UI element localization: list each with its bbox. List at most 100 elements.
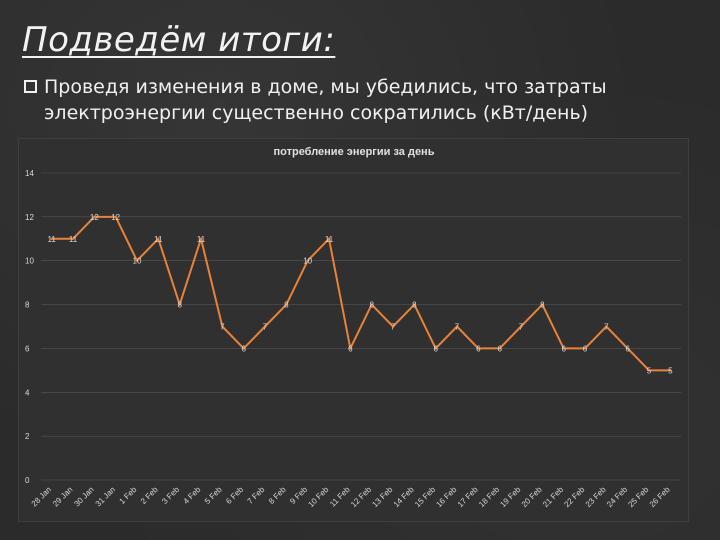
series-line-segment bbox=[520, 303, 544, 328]
x-tick-label: 14 Feb bbox=[392, 485, 416, 509]
data-label: 6 bbox=[241, 344, 246, 353]
data-point bbox=[455, 325, 459, 328]
series-line-segment bbox=[392, 303, 416, 328]
x-tick-label: 20 Feb bbox=[520, 485, 544, 509]
chart-title: потребление энергии за день bbox=[274, 146, 435, 158]
data-label: 7 bbox=[220, 323, 225, 332]
series-line-segment bbox=[200, 237, 224, 328]
y-tick-label: 4 bbox=[25, 388, 30, 397]
x-tick-label: 10 Feb bbox=[306, 485, 330, 509]
data-label: 8 bbox=[412, 301, 417, 310]
y-tick-label: 14 bbox=[25, 169, 34, 178]
data-point bbox=[583, 347, 587, 350]
x-tick-label: 4 Feb bbox=[182, 485, 203, 506]
data-label: 6 bbox=[433, 344, 438, 353]
data-point bbox=[626, 347, 629, 350]
x-tick-label: 3 Feb bbox=[160, 485, 181, 506]
data-point bbox=[306, 259, 309, 262]
y-tick-label: 8 bbox=[25, 301, 30, 310]
data-label: 6 bbox=[497, 344, 502, 353]
series-line-segment bbox=[178, 237, 202, 306]
x-tick-label: 7 Feb bbox=[246, 485, 267, 506]
data-point bbox=[221, 325, 224, 328]
data-point bbox=[498, 347, 501, 350]
x-tick-label: 17 Feb bbox=[456, 485, 480, 509]
series-line-segment bbox=[413, 303, 437, 350]
data-label: 7 bbox=[455, 323, 460, 332]
data-point bbox=[370, 303, 373, 306]
data-point bbox=[157, 237, 160, 240]
data-label: 7 bbox=[391, 323, 396, 332]
x-tick-label: 5 Feb bbox=[203, 485, 224, 506]
x-tick-label: 8 Feb bbox=[267, 485, 288, 506]
x-tick-label: 15 Feb bbox=[413, 485, 437, 509]
data-point bbox=[562, 347, 565, 350]
data-point bbox=[93, 215, 96, 219]
data-label: 5 bbox=[647, 366, 652, 375]
data-point bbox=[605, 325, 608, 328]
data-label: 8 bbox=[284, 301, 289, 310]
slide-title: Подведём итоги: bbox=[22, 20, 336, 60]
x-tick-label: 6 Feb bbox=[224, 485, 245, 506]
series-line-segment bbox=[285, 259, 309, 306]
data-point bbox=[413, 303, 416, 306]
bullet-text-block: Проведя изменения в доме, мы убедились, … bbox=[22, 74, 702, 126]
data-point bbox=[50, 237, 53, 240]
series-line-segment bbox=[456, 325, 480, 350]
data-point bbox=[391, 325, 395, 328]
y-tick-label: 10 bbox=[25, 257, 34, 266]
data-label: 8 bbox=[369, 301, 374, 310]
data-label: 5 bbox=[668, 366, 673, 375]
data-label: 12 bbox=[111, 213, 120, 222]
x-tick-label: 29 Jan bbox=[51, 485, 74, 508]
data-point bbox=[263, 325, 267, 328]
data-point bbox=[349, 347, 352, 350]
series-line-segment bbox=[136, 237, 160, 262]
series-line-segment bbox=[584, 325, 608, 350]
data-label: 6 bbox=[625, 344, 630, 353]
chart-panel: потребление энергии за день 0 2 4 6 8 10 12 14 … bbox=[18, 138, 689, 522]
data-point bbox=[519, 325, 523, 328]
data-point bbox=[242, 347, 245, 350]
series-line-segment bbox=[306, 237, 330, 262]
x-tick-label: 30 Jan bbox=[72, 485, 95, 508]
data-point bbox=[647, 369, 651, 372]
series-lines bbox=[50, 215, 672, 372]
data-point bbox=[477, 347, 480, 350]
x-tick-label: 21 Feb bbox=[541, 485, 565, 509]
x-tick-label: 23 Feb bbox=[584, 485, 608, 509]
data-label: 11 bbox=[48, 235, 57, 244]
data-point bbox=[285, 303, 288, 306]
data-point bbox=[199, 237, 203, 240]
data-label: 11 bbox=[154, 235, 163, 244]
y-tick-label: 2 bbox=[25, 432, 30, 441]
data-point bbox=[541, 303, 544, 306]
data-point bbox=[434, 347, 437, 350]
data-label: 6 bbox=[348, 344, 353, 353]
x-tick-label: 1 Feb bbox=[118, 485, 139, 506]
series-line-segment bbox=[605, 325, 629, 350]
data-label: 11 bbox=[325, 235, 334, 244]
line-chart: потребление энергии за день 0 2 4 6 8 10 12 14 … bbox=[25, 146, 681, 509]
data-label: 10 bbox=[303, 257, 312, 266]
data-label: 11 bbox=[69, 235, 78, 244]
series-line-segment bbox=[221, 325, 245, 350]
series-line-segment bbox=[434, 325, 458, 350]
data-point bbox=[327, 237, 331, 240]
x-tick-label: 28 Jan bbox=[30, 485, 53, 508]
bullet-text: Проведя изменения в доме, мы убедились, … bbox=[44, 76, 607, 124]
series-line-segment bbox=[626, 347, 650, 372]
x-tick-label: 2 Feb bbox=[139, 485, 160, 506]
y-axis-ticks: 0 2 4 6 8 10 12 14 bbox=[25, 169, 34, 485]
data-label: 6 bbox=[583, 344, 588, 353]
y-tick-label: 12 bbox=[25, 213, 34, 222]
bullet-square-icon bbox=[24, 80, 37, 93]
x-tick-label: 11 Feb bbox=[328, 485, 352, 509]
data-labels: 11 11 12 12 10 11 8 11 7 6 7 8 10 11 6 8 7 8 6 7 6 6 7 8 6 6 7 6 5 5 bbox=[48, 213, 674, 376]
data-label: 8 bbox=[540, 301, 545, 310]
data-label: 11 bbox=[197, 235, 206, 244]
series-line-segment bbox=[349, 303, 373, 350]
x-tick-label: 19 Feb bbox=[498, 485, 522, 509]
x-tick-label: 25 Feb bbox=[626, 485, 650, 509]
series-line-segment bbox=[242, 325, 266, 350]
